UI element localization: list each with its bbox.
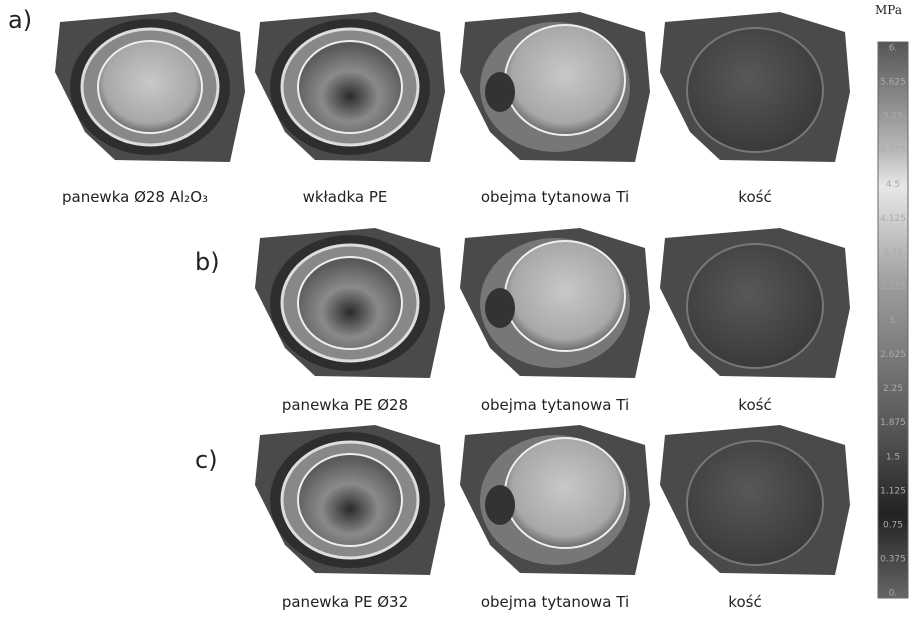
caption: obejma tytanowa Ti [481,188,629,206]
scale-label: 2.25 [883,384,903,394]
cup [298,257,402,349]
fem-image [660,425,850,575]
caption: kość [738,396,771,414]
scale-label: 1.875 [880,418,906,428]
scale-label: 6. [889,44,898,54]
fem-image [255,425,445,575]
scale-label: 3. [889,316,898,326]
scale-label: 3.75 [883,248,903,258]
fem-image [255,12,445,162]
scale-label: 0. [889,589,898,599]
panel-label: a) [8,6,32,34]
caption: panewka Ø28 Al₂O₃ [62,188,208,206]
cup [298,41,402,133]
scale-label: 5.625 [880,78,906,88]
fem-image [255,228,445,378]
cup [687,441,823,565]
spot [485,288,515,328]
cup [298,454,402,546]
scale-label: 4.875 [880,146,906,156]
fem-image [55,12,245,162]
cup [98,41,202,133]
caption: obejma tytanowa Ti [481,593,629,611]
caption: wkładka PE [303,188,388,206]
panel-label: c) [195,446,218,474]
panel-label: b) [195,248,220,276]
spot [485,485,515,525]
scale-label: 1.5 [886,452,900,462]
caption: obejma tytanowa Ti [481,396,629,414]
fem-image [460,228,650,378]
cup [505,438,625,548]
caption: panewka PE Ø28 [282,396,408,414]
fem-image [660,228,850,378]
fem-image [660,12,850,162]
cup [687,28,823,152]
spot [485,72,515,112]
cup [505,241,625,351]
caption: panewka PE Ø32 [282,593,408,611]
cup [505,25,625,135]
scale-label: 4.125 [880,214,906,224]
scale-label: 3.375 [880,282,906,292]
scale-label: 5.25 [883,112,903,122]
scale-label: 4.5 [886,180,900,190]
scale-unit: MPa [875,3,902,17]
scale-label: 0.375 [880,554,906,564]
fem-image [460,425,650,575]
fem-image [460,12,650,162]
scale-label: 2.625 [880,350,906,360]
scale-label: 0.75 [883,520,903,530]
figure: MPa a) panewka Ø28 Al₂O₃ wkładka PE obejma … [0,0,921,618]
scale-label: 1.125 [880,486,906,496]
caption: kość [738,188,771,206]
caption: kość [728,593,761,611]
cup [687,244,823,368]
